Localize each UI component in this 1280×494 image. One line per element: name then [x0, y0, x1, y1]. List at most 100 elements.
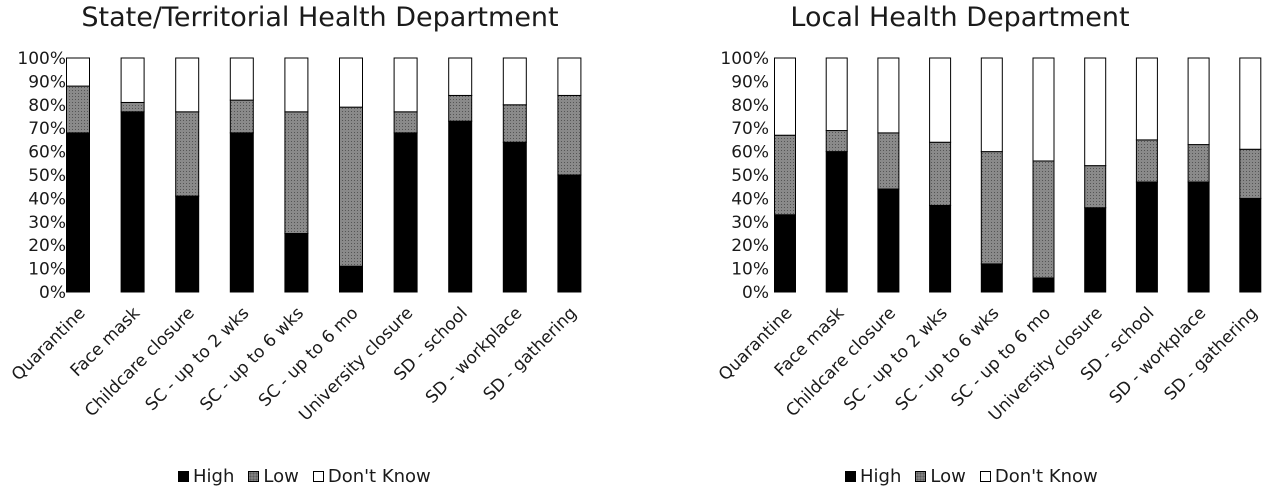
bar-segment-high [929, 204, 952, 293]
y-tick-label: 70% [731, 119, 769, 139]
bar-segment-high [1239, 197, 1262, 293]
legend-swatch-low [248, 471, 260, 482]
bar-segment-dont-know [229, 57, 254, 101]
bar-segment-low [1239, 148, 1262, 199]
y-tick-label: 50% [731, 166, 769, 186]
y-tick-label: 20% [28, 236, 66, 256]
bar-segment-dont-know [175, 57, 200, 113]
bar-segment-high [175, 195, 200, 293]
y-tick-label: 100% [720, 49, 769, 69]
bar-segment-dont-know [1032, 57, 1055, 162]
legend-swatch-low [915, 471, 927, 482]
legend-swatch-dont-know [979, 471, 991, 482]
bar-segment-dont-know [1187, 57, 1210, 146]
bar-segment-dont-know [393, 57, 418, 113]
y-tick-label: 30% [731, 213, 769, 233]
bar-segment-dont-know [1084, 57, 1107, 167]
bar-segment-high [66, 132, 90, 293]
bar-segment-low [393, 111, 418, 134]
y-tick-label: 80% [28, 96, 66, 116]
bar-segment-low [448, 94, 473, 122]
bar-segment-dont-know [1239, 57, 1262, 150]
y-tick-label: 30% [28, 213, 66, 233]
bar-segment-dont-know [877, 57, 900, 134]
bar-segment-low [557, 94, 582, 176]
bar-segment-low [120, 101, 145, 113]
legend-item-low: Low [915, 466, 966, 487]
bar-segment-dont-know [774, 57, 796, 136]
bar-segment-high [1032, 277, 1055, 293]
bar-segment-high [1187, 181, 1210, 293]
bar-segment-low [774, 134, 796, 216]
legend-swatch-high [178, 471, 189, 482]
y-tick-label: 20% [731, 236, 769, 256]
y-tick-label: 50% [28, 166, 66, 186]
bar-segment-high [1084, 207, 1107, 293]
chart-svg-state: 0%10%20%30%40%50%60%70%80%90%100%Quarant… [8, 49, 582, 425]
bar-segment-high [120, 111, 145, 293]
legend-item-dont-know: Don't Know [979, 466, 1098, 487]
bar-segment-high [339, 265, 363, 293]
legend-label-low: Low [930, 466, 966, 487]
y-tick-label: 70% [28, 119, 66, 139]
bar-segment-low [1032, 160, 1055, 279]
bar-segment-low [825, 130, 848, 153]
x-tick-label: SD - workplace [422, 303, 526, 407]
legend: High Low Don't Know [845, 466, 1112, 487]
legend-label-high: High [860, 466, 902, 487]
bar-segment-high [980, 263, 1003, 293]
bar-segment-low [980, 151, 1003, 265]
y-tick-label: 40% [28, 189, 66, 209]
bar-segment-dont-know [929, 57, 952, 143]
bar-segment-dont-know [502, 57, 527, 106]
bar-segment-high [448, 120, 473, 293]
bar-segment-high [825, 151, 848, 293]
bar-segment-low [1135, 139, 1158, 183]
bar-segment-dont-know [66, 57, 90, 87]
bar-segment-low [502, 104, 527, 143]
legend-label-dont-know: Don't Know [327, 466, 431, 487]
bar-segment-dont-know [284, 57, 309, 113]
y-tick-label: 100% [17, 49, 66, 69]
y-tick-label: 40% [731, 189, 769, 209]
y-tick-label: 0% [39, 283, 66, 303]
bar-segment-high [502, 141, 527, 293]
bar-segment-high [393, 132, 418, 293]
bar-segment-low [66, 85, 90, 134]
y-tick-label: 80% [731, 96, 769, 116]
legend-label-dont-know: Don't Know [994, 466, 1098, 487]
bar-segment-low [877, 132, 900, 190]
legend-swatch-high [845, 471, 856, 482]
legend-label-low: Low [263, 466, 299, 487]
y-tick-label: 90% [28, 72, 66, 92]
bar-segment-dont-know [339, 57, 363, 108]
bar-segment-low [175, 111, 200, 197]
y-tick-label: 10% [731, 260, 769, 280]
y-tick-label: 90% [731, 72, 769, 92]
legend-label-high: High [193, 466, 235, 487]
bar-segment-dont-know [120, 57, 145, 103]
bar-segment-low [1084, 165, 1107, 209]
y-tick-label: 10% [28, 260, 66, 280]
bar-segment-high [774, 214, 796, 293]
bar-segment-high [1135, 181, 1158, 293]
x-tick-label: SD - gathering [480, 303, 581, 404]
chart-title: State/Territorial Health Department [81, 2, 559, 33]
x-tick-label: SC - up to 6 mo [255, 303, 363, 411]
chart-svg-local: 0%10%20%30%40%50%60%70%80%90%100%Quarant… [715, 49, 1262, 425]
bar-segment-dont-know [825, 57, 848, 132]
y-tick-label: 60% [28, 143, 66, 163]
chart-title: Local Health Department [790, 2, 1130, 33]
bar-segment-dont-know [1135, 57, 1158, 141]
bar-segment-high [284, 233, 309, 293]
bar-segment-dont-know [448, 57, 473, 96]
bar-segment-low [929, 141, 952, 206]
chart-panel-local: Local Health Department 0% 10% 20% 30% 40% 50… [640, 0, 1280, 494]
bar-segment-high [229, 132, 254, 293]
bar-segment-high [557, 174, 582, 293]
chart-panel-state: State/Territorial Health Department 0% 10… [8, 2, 582, 487]
bar-segment-low [1187, 144, 1210, 183]
bar-segment-dont-know [557, 57, 582, 96]
legend-item-dont-know: Don't Know [312, 466, 431, 487]
x-tick-label: SD - gathering [1161, 303, 1262, 404]
